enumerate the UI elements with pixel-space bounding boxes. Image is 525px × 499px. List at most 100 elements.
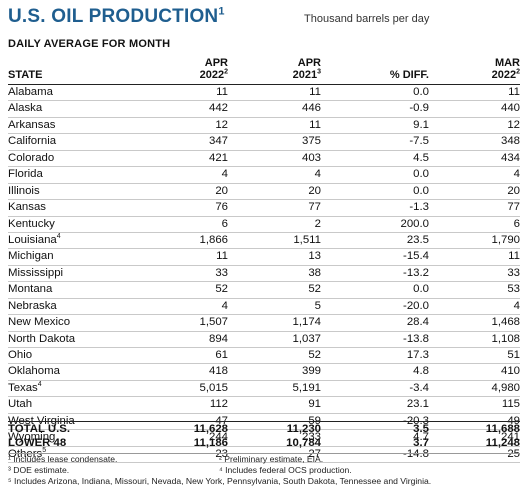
- pct-diff-cell: -7.5: [409, 135, 429, 148]
- mar-2022-cell: 77: [507, 201, 520, 214]
- total-row: LOWER 48 11,186 10,784 3.7 11,248: [8, 436, 520, 450]
- footnote-marker: 5: [42, 446, 47, 454]
- apr-2021-cell: 77: [308, 201, 321, 214]
- footnote-5: ⁵ Includes Arizona, Indiana, Missouri, N…: [8, 476, 432, 486]
- pct-diff-cell: -1.3: [409, 201, 429, 214]
- mar-2022-cell: 51: [507, 349, 520, 361]
- apr-2022-cell: 11: [216, 250, 228, 263]
- header-mar-2022: MAR 20222: [491, 57, 520, 81]
- state-cell: Arkansas: [8, 118, 56, 131]
- mar-2022-cell: 241: [500, 431, 520, 444]
- footnote-3: ³ DOE estimate.: [8, 465, 70, 475]
- pct-diff-cell: -13.2: [403, 266, 429, 279]
- state-cell: Montana: [8, 283, 53, 296]
- apr-2021-cell: 403: [301, 151, 321, 164]
- mar-2022-cell: 434: [500, 151, 520, 164]
- pct-diff-cell: -15.4: [403, 250, 429, 263]
- pct-diff-cell: 4.7: [413, 431, 429, 444]
- apr-2021-cell: 375: [301, 135, 321, 148]
- pct-diff-cell: 17.3: [406, 349, 429, 361]
- apr-2021-cell: 2: [314, 217, 321, 230]
- apr-2021-cell: 52: [308, 283, 321, 296]
- state-cell: Ohio: [8, 349, 33, 361]
- apr-2021-cell: 233: [301, 431, 321, 444]
- apr-2022-cell: 4: [221, 299, 228, 312]
- apr-2022-cell: 11,628: [193, 423, 228, 435]
- title-row: U.S. OIL PRODUCTION1 Thousand barrels pe…: [8, 6, 518, 30]
- mar-2022-cell: 53: [507, 283, 520, 296]
- table-row: Kentucky 6 2 200.0 6: [8, 217, 520, 233]
- header-state: STATE: [8, 69, 43, 81]
- header-apr-2021: APR 20213: [292, 57, 321, 81]
- state-cell: Louisiana4: [8, 233, 61, 246]
- pct-diff-cell: 0.0: [413, 184, 429, 197]
- apr-2021-cell: 1,511: [293, 233, 321, 246]
- pct-diff-cell: 0.0: [413, 168, 429, 181]
- mar-2022-cell: 11: [508, 86, 520, 98]
- table-row: Oklahoma 418 399 4.8 410: [8, 364, 520, 381]
- apr-2022-cell: 244: [208, 431, 228, 444]
- table-subtitle: DAILY AVERAGE FOR MONTH: [8, 38, 171, 50]
- apr-2022-cell: 421: [208, 151, 228, 164]
- mar-2022-cell: 6: [513, 217, 520, 230]
- footnote-line-2: ³ DOE estimate. ⁴ Includes federal OCS p…: [8, 465, 520, 476]
- apr-2021-cell: 11: [309, 86, 321, 98]
- apr-2022-cell: 1,507: [199, 316, 228, 329]
- apr-2021-cell: 10,784: [286, 437, 321, 449]
- footnotes: ¹ Includes lease condensate. ² Prelimina…: [8, 453, 520, 487]
- apr-2022-cell: 442: [208, 102, 228, 115]
- apr-2022-cell: 61: [215, 349, 228, 361]
- apr-2022-cell: 5,015: [199, 381, 228, 394]
- state-cell: Nebraska: [8, 299, 57, 312]
- apr-2021-cell: 1,174: [292, 316, 321, 329]
- table-row: Kansas 76 77 -1.3 77: [8, 200, 520, 217]
- state-cell: Alaska: [8, 102, 43, 115]
- apr-2022-cell: 11,186: [193, 437, 228, 449]
- units-label: Thousand barrels per day: [304, 13, 430, 25]
- state-cell: California: [8, 135, 57, 148]
- apr-2021-cell: 446: [301, 102, 321, 115]
- mar-2022-cell: 20: [507, 184, 520, 197]
- apr-2021-cell: 4: [314, 168, 321, 181]
- apr-2021-cell: 11: [309, 118, 321, 131]
- state-cell: North Dakota: [8, 332, 76, 345]
- footnote-2: ² Preliminary estimate, EIA.: [219, 454, 324, 464]
- state-cell: Kansas: [8, 201, 46, 214]
- state-cell: Utah: [8, 398, 33, 411]
- apr-2022-cell: 52: [215, 283, 228, 296]
- pct-diff-cell: -0.9: [409, 102, 429, 115]
- apr-2022-cell: 112: [209, 398, 228, 411]
- pct-diff-cell: -13.8: [403, 332, 429, 345]
- state-cell: New Mexico: [8, 316, 71, 329]
- mar-2022-cell: 11,248: [485, 437, 520, 449]
- state-cell: Illinois: [8, 184, 40, 197]
- apr-2021-cell: 399: [301, 365, 321, 378]
- table-row: Illinois 20 20 0.0 20: [8, 184, 520, 201]
- mar-2022-cell: 115: [501, 398, 520, 411]
- apr-2022-cell: 4: [221, 168, 228, 181]
- pct-diff-cell: 0.0: [413, 86, 429, 98]
- mar-2022-cell: 1,468: [491, 316, 520, 329]
- mar-2022-cell: 49: [507, 414, 520, 427]
- table-row: Texas4 5,015 5,191 -3.4 4,980: [8, 381, 520, 398]
- pct-diff-cell: -20.3: [403, 414, 429, 427]
- pct-diff-cell: -3.4: [409, 381, 429, 394]
- pct-diff-cell: -20.0: [403, 299, 429, 312]
- title-footnote-marker: 1: [218, 5, 225, 18]
- table-row: Florida 4 4 0.0 4: [8, 167, 520, 184]
- state-cell: Mississippi: [8, 266, 64, 279]
- state-cell: West Virginia: [8, 414, 75, 427]
- apr-2022-cell: 20: [215, 184, 228, 197]
- mar-2022-cell: 440: [500, 102, 520, 115]
- table-row: Ohio 61 52 17.3 51: [8, 348, 520, 365]
- pct-diff-cell: 4.8: [413, 365, 429, 378]
- state-cell: Colorado: [8, 151, 55, 164]
- mar-2022-cell: 4: [513, 168, 520, 181]
- mar-2022-cell: 4,980: [491, 381, 520, 394]
- table-row: Louisiana4 1,866 1,511 23.5 1,790: [8, 233, 520, 250]
- pct-diff-cell: 0.0: [413, 283, 429, 296]
- table-row: Michigan 11 13 -15.4 11: [8, 249, 520, 266]
- apr-2021-cell: 5: [314, 299, 321, 312]
- apr-2021-cell: 5,191: [292, 381, 321, 394]
- apr-2021-cell: 13: [308, 250, 321, 263]
